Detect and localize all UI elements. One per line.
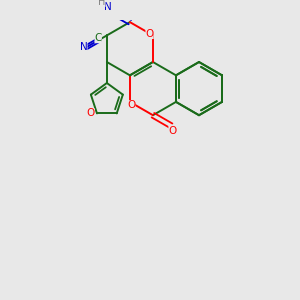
- Text: N: N: [104, 2, 112, 12]
- Text: O: O: [146, 29, 154, 39]
- Text: O: O: [87, 108, 95, 118]
- Text: H: H: [98, 0, 106, 7]
- Text: O: O: [127, 100, 135, 110]
- Text: O: O: [168, 126, 177, 136]
- Text: N: N: [80, 42, 88, 52]
- Text: C: C: [94, 33, 102, 43]
